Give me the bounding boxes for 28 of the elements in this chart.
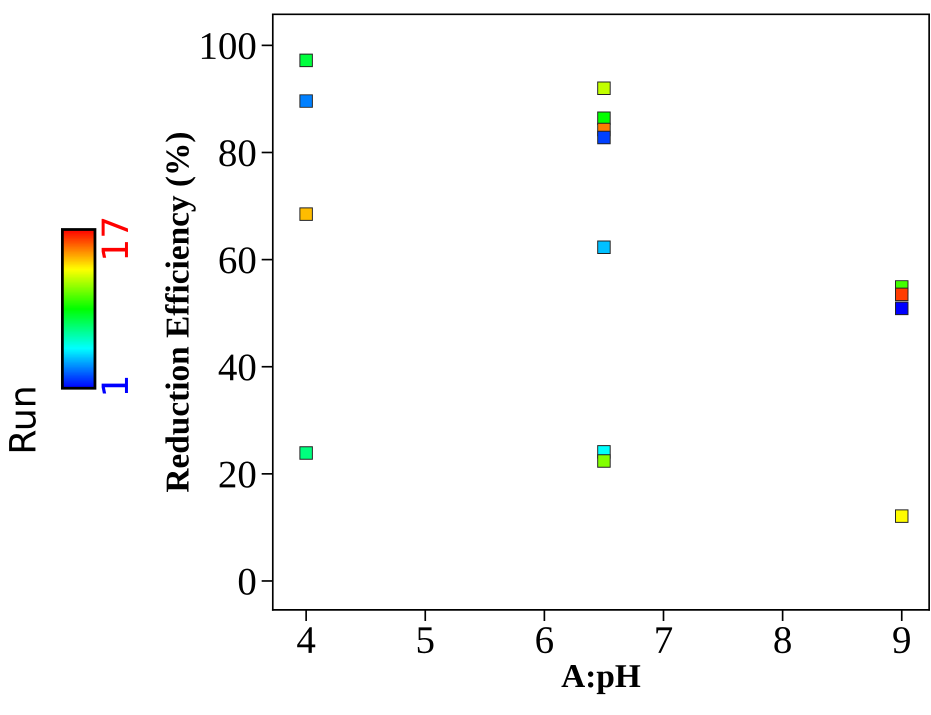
color-bar-label: 17 bbox=[102, 218, 128, 258]
point bbox=[299, 446, 313, 460]
point bbox=[597, 454, 611, 468]
x-tick-label: 6 bbox=[536, 627, 553, 654]
x-axis-title: A:pH bbox=[561, 665, 640, 694]
point bbox=[299, 94, 313, 108]
y-tick-label: 100 bbox=[202, 32, 256, 60]
x-tick-label: 4 bbox=[297, 627, 316, 653]
point bbox=[895, 509, 908, 523]
y-tick-label: 80 bbox=[219, 140, 256, 166]
point bbox=[597, 240, 611, 254]
y-tick-label: 20 bbox=[220, 461, 256, 488]
y-tick-label: 0 bbox=[238, 568, 256, 595]
point bbox=[597, 130, 611, 144]
color-bar-label: 1 bbox=[102, 378, 128, 394]
point bbox=[597, 81, 611, 95]
x-tick-label: 8 bbox=[774, 626, 791, 654]
y-tick-label: 40 bbox=[218, 354, 256, 381]
x-tick-label: 7 bbox=[656, 627, 672, 653]
x-tick-label: 9 bbox=[893, 627, 910, 654]
y-tick-label: 60 bbox=[220, 247, 256, 274]
point bbox=[895, 302, 908, 316]
point bbox=[299, 54, 313, 68]
point bbox=[299, 207, 313, 221]
point bbox=[895, 288, 908, 302]
y-axis-title: Reduction Efficiency (%) bbox=[165, 133, 196, 492]
color-bar-title: Run bbox=[9, 388, 36, 452]
x-tick-label: 5 bbox=[418, 627, 434, 654]
